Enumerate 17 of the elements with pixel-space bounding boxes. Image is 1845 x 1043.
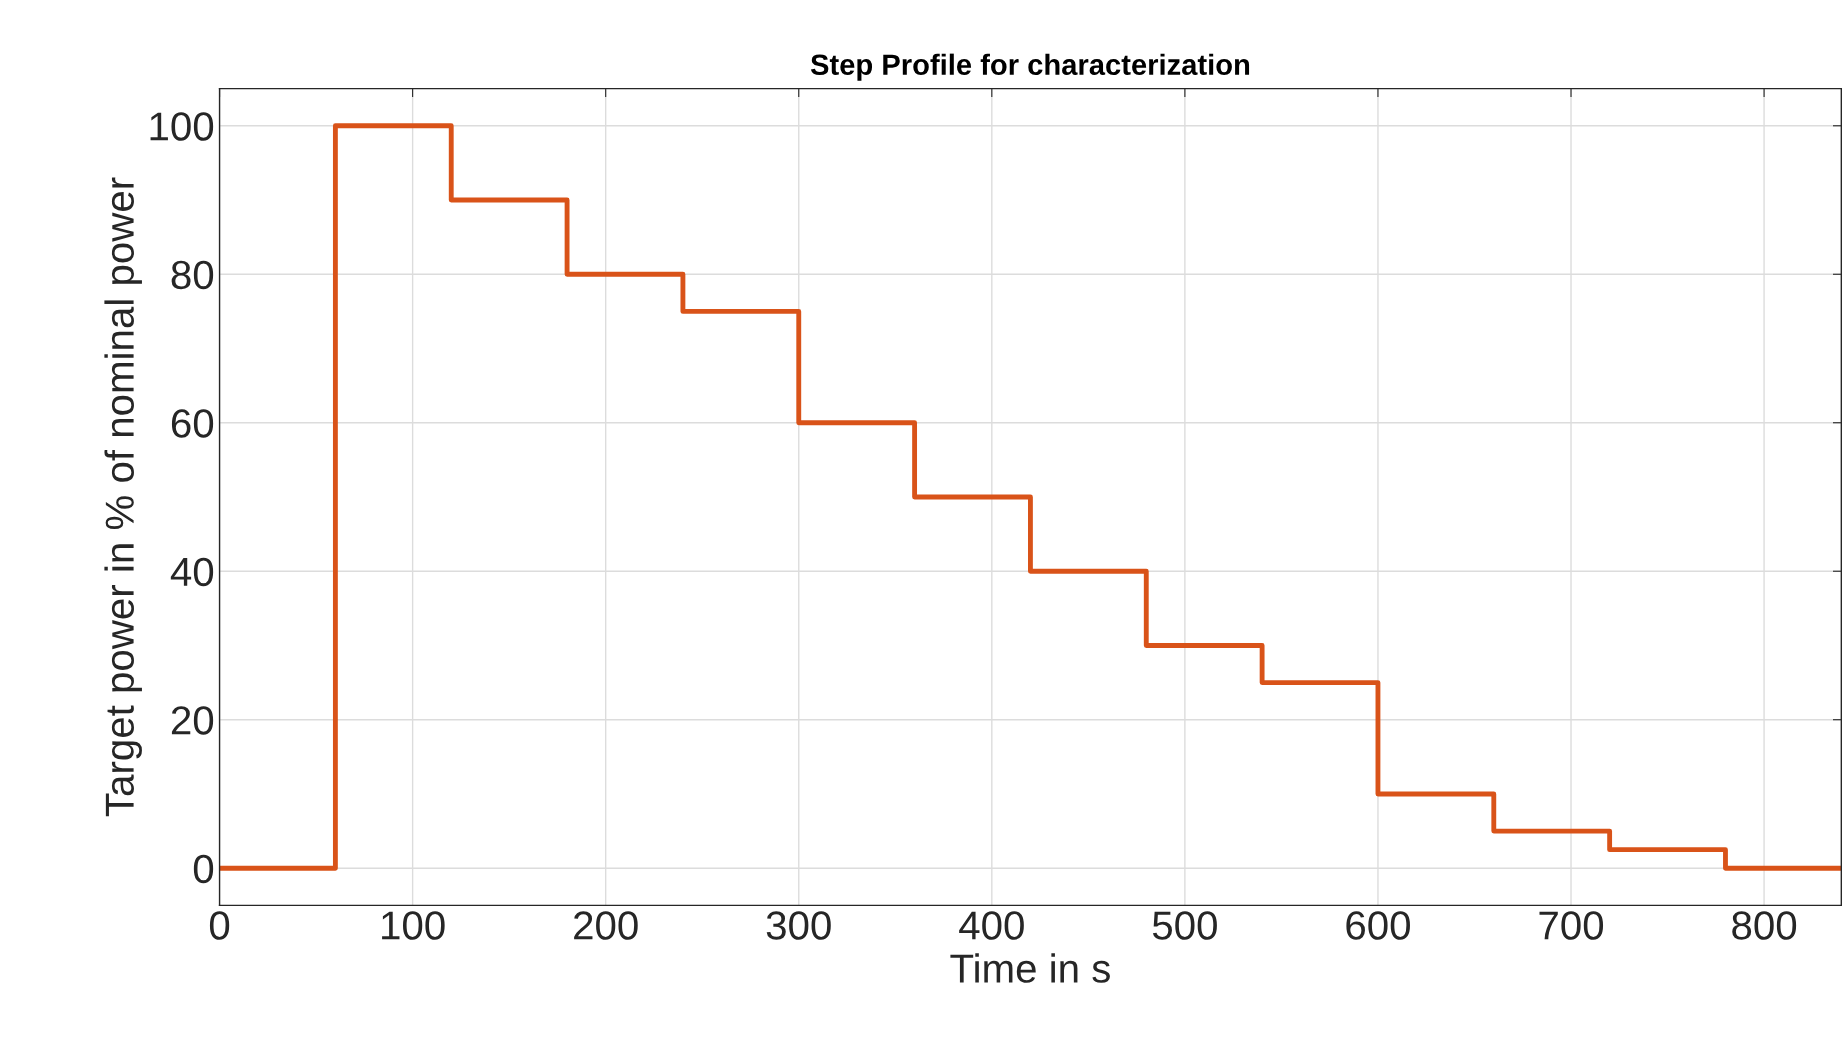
- chart-title: Step Profile for characterization: [810, 53, 1250, 81]
- y-tick-label: 80: [171, 260, 214, 290]
- x-tick-label: 500: [1152, 911, 1217, 940]
- y-tick-label: 60: [171, 409, 214, 438]
- x-axis-title: Time in s: [950, 953, 1110, 983]
- y-tick-label: 20: [171, 706, 214, 735]
- x-tick-label: 800: [1732, 911, 1797, 940]
- x-tick-label: 100: [382, 911, 445, 940]
- y-tick-label: 100: [150, 112, 214, 141]
- x-tick-label: 400: [959, 911, 1024, 940]
- x-tick-label: 200: [574, 911, 638, 940]
- x-tick-label: 300: [766, 911, 831, 940]
- x-tick-label: 700: [1539, 911, 1604, 940]
- y-tick-label: 0: [193, 854, 214, 884]
- y-tick-label: 40: [170, 557, 214, 587]
- y-axis-title: Target power in % of nominal power: [104, 177, 142, 817]
- x-tick-label: 600: [1346, 911, 1410, 940]
